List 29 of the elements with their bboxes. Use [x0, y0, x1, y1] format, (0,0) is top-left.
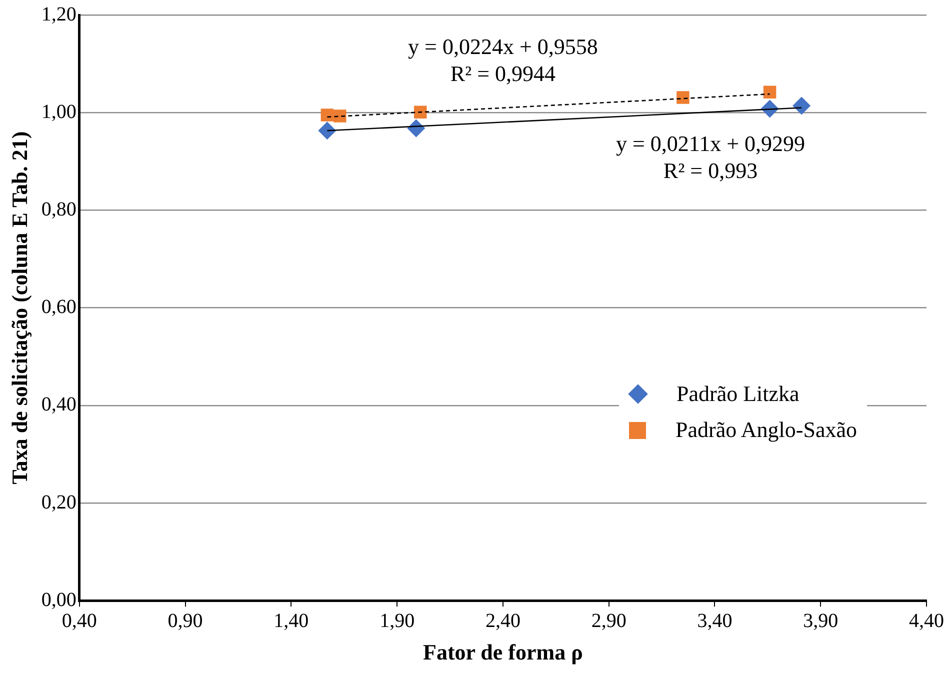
- x-axis-title: Fator de forma ρ: [423, 639, 583, 664]
- legend-label: Padrão Anglo-Saxão: [676, 416, 857, 444]
- y-tick-label: 1,00: [41, 100, 76, 123]
- point: [763, 86, 776, 98]
- y-tick-label: 0,40: [41, 394, 76, 416]
- point: [414, 106, 427, 118]
- x-tick-label: 3,40: [697, 610, 732, 632]
- x-tick-label: 2,40: [485, 610, 520, 632]
- y-tick-label: 0,60: [41, 296, 76, 318]
- x-tick-label: 0,40: [62, 610, 97, 632]
- y-tick-label: 0,80: [41, 198, 76, 220]
- y-tick-label: 0,20: [41, 491, 76, 514]
- y-tick-label: 1,20: [41, 3, 76, 26]
- y-tick-label: 0,00: [41, 588, 76, 611]
- x-tick-label: 3,90: [803, 610, 838, 632]
- annotation: y = 0,0224x + 0,9558 R² = 0,9944: [408, 34, 598, 86]
- point: [318, 122, 336, 140]
- point: [334, 110, 346, 122]
- y-axis-title: Taxa de solicitação (coluna E Tab. 21): [6, 131, 32, 484]
- x-tick-label: 4,40: [909, 610, 944, 632]
- x-tick-label: 1,90: [380, 610, 415, 632]
- point: [676, 91, 690, 104]
- point: [320, 108, 334, 122]
- x-tick-label: 2,90: [591, 610, 626, 632]
- point: [792, 96, 811, 115]
- x-tick-label: 0,90: [168, 610, 203, 632]
- legend-label: Padrão Litzka: [676, 380, 800, 408]
- annotation: y = 0,0211x + 0,9299 R² = 0,993: [616, 130, 805, 183]
- x-tick-label: 1,40: [274, 610, 309, 632]
